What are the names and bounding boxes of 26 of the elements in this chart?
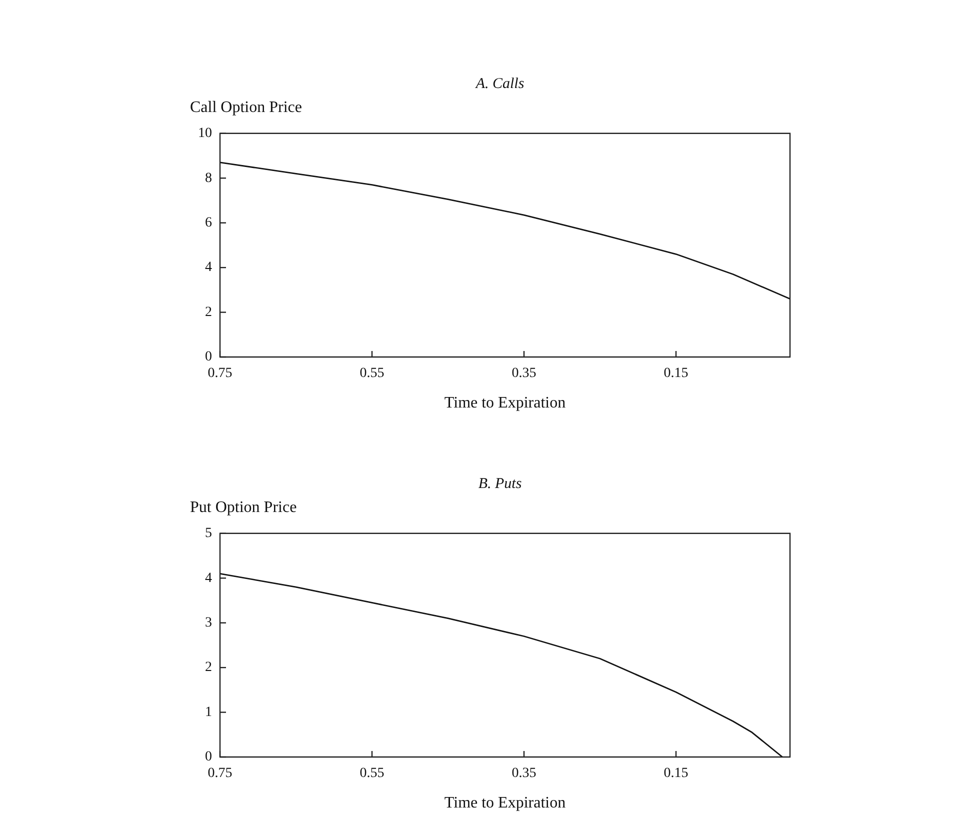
y-tick-label: 0	[205, 750, 212, 765]
y-tick-label: 0	[205, 350, 212, 365]
x-axis-title: Time to Expiration	[444, 394, 566, 412]
y-tick-label: 5	[205, 526, 212, 542]
y-axis-title: Put Option Price	[190, 499, 298, 517]
x-tick-label: 0.35	[512, 766, 536, 782]
x-tick-label: 0.75	[208, 366, 232, 382]
x-tick-label: 0.55	[360, 366, 384, 382]
y-tick-label: 2	[205, 304, 212, 320]
y-tick-label: 6	[205, 216, 212, 231]
y-tick-label: 1	[205, 704, 212, 720]
chart-title: A. Calls	[474, 76, 526, 93]
x-axis-title: Time to Expiration	[444, 794, 566, 812]
y-tick-label: 10	[198, 126, 212, 142]
x-tick-label: 0.75	[208, 766, 232, 782]
x-tick-label: 0.55	[360, 766, 384, 782]
chart-title: B. Puts	[477, 476, 523, 493]
y-tick-label: 2	[205, 660, 212, 676]
y-tick-label: 8	[205, 170, 212, 186]
x-tick-label: 0.15	[664, 366, 688, 382]
y-tick-label: 3	[205, 616, 212, 631]
y-tick-label: 4	[205, 260, 212, 276]
y-axis-title: Call Option Price	[190, 99, 303, 117]
y-tick-label: 4	[205, 570, 212, 586]
x-tick-label: 0.35	[512, 366, 536, 382]
x-tick-label: 0.15	[664, 766, 688, 782]
